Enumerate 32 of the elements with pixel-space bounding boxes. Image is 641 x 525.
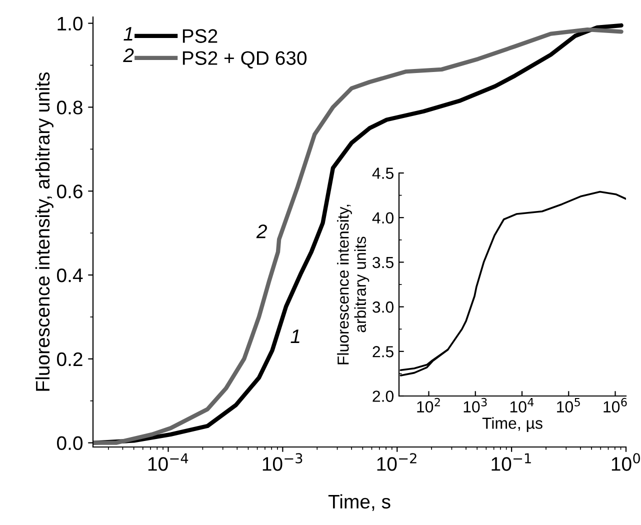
- x-tick-label: 10$^{4}$: [510, 398, 534, 412]
- annotation: 1: [124, 27, 132, 40]
- y-tick-label: 3.0: [372, 301, 394, 313]
- x-tick-label: 10$^{−3}$: [262, 453, 302, 471]
- y-tick-label: 2.5: [372, 346, 394, 358]
- legend-label: PS2: [182, 29, 218, 43]
- x-axis-title: Time, µs: [482, 417, 542, 432]
- x-tick-label: 10$^{−4}$: [148, 453, 188, 471]
- x-tick-label: 10$^{2}$: [417, 398, 440, 412]
- y-axis-title: Fluorescence intensity, arbitrary units: [35, 72, 54, 391]
- x-tick-label: 10$^{0}$: [612, 453, 640, 471]
- legend-label: PS2 + QD 630: [182, 51, 307, 68]
- y-tick-label: 0.8: [57, 100, 82, 114]
- y-tick-label: 3.5: [372, 256, 394, 268]
- y-tick-label: 1.0: [58, 16, 83, 31]
- annotation: 2: [123, 48, 134, 62]
- y-tick-label: 0.6: [57, 184, 82, 198]
- y-tick-label: 0.0: [57, 436, 83, 450]
- y-axis-title: Fluorescence intensity, arbitrary units: [337, 204, 370, 364]
- x-tick-label: 10$^{−2}$: [377, 453, 416, 471]
- x-tick-label: 10$^{3}$: [464, 398, 487, 412]
- x-tick-label: 10$^{6}$: [604, 398, 627, 412]
- annotation: 2: [256, 224, 267, 238]
- y-tick-label: 0.2: [57, 352, 82, 366]
- y-tick-label: 4.0: [372, 212, 394, 224]
- x-tick-label: 10$^{5}$: [557, 398, 580, 412]
- y-tick-label: 0.4: [57, 268, 83, 282]
- x-tick-label: 10$^{−1}$: [492, 453, 531, 471]
- x-axis-title: Time, s: [328, 494, 390, 511]
- y-tick-label: 4.5: [372, 168, 394, 179]
- y-tick-label: 2.0: [372, 390, 394, 402]
- annotation: 1: [290, 330, 300, 343]
